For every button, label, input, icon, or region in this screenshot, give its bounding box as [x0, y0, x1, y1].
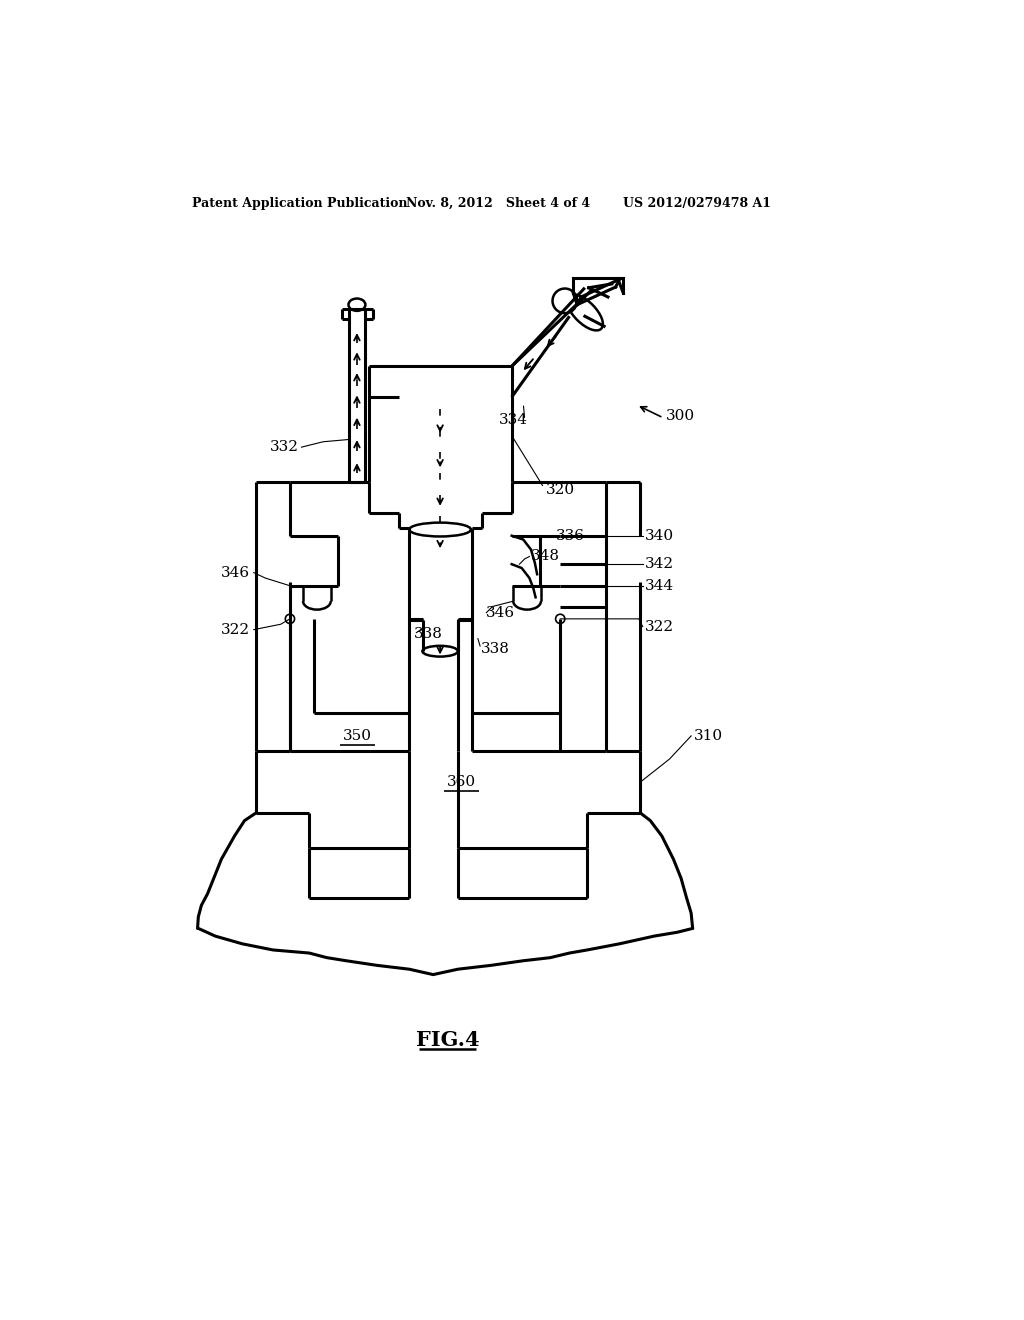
Circle shape [286, 614, 295, 623]
Text: 300: 300 [666, 409, 695, 424]
Text: Nov. 8, 2012   Sheet 4 of 4: Nov. 8, 2012 Sheet 4 of 4 [407, 197, 591, 210]
Text: 350: 350 [343, 729, 372, 743]
Text: 346: 346 [486, 606, 515, 619]
Text: FIG.4: FIG.4 [416, 1030, 479, 1049]
Text: 340: 340 [645, 529, 674, 543]
Text: 360: 360 [447, 775, 476, 789]
Text: 342: 342 [645, 557, 674, 572]
Ellipse shape [553, 289, 578, 313]
Ellipse shape [348, 298, 366, 312]
Text: Patent Application Publication: Patent Application Publication [193, 197, 408, 210]
Text: 322: 322 [221, 623, 250, 636]
Text: 338: 338 [414, 627, 442, 642]
Text: 320: 320 [547, 483, 575, 496]
Ellipse shape [567, 294, 603, 330]
Text: 338: 338 [481, 642, 510, 656]
Text: 334: 334 [499, 413, 528, 428]
Text: 344: 344 [645, 578, 674, 593]
Text: 322: 322 [645, 619, 674, 634]
Text: 346: 346 [221, 566, 250, 579]
Circle shape [556, 614, 565, 623]
Text: 310: 310 [694, 729, 723, 743]
Text: 332: 332 [269, 440, 298, 454]
Text: US 2012/0279478 A1: US 2012/0279478 A1 [624, 197, 771, 210]
Text: 348: 348 [531, 549, 560, 564]
Ellipse shape [422, 645, 458, 656]
Text: 336: 336 [556, 529, 585, 543]
Ellipse shape [410, 523, 471, 536]
